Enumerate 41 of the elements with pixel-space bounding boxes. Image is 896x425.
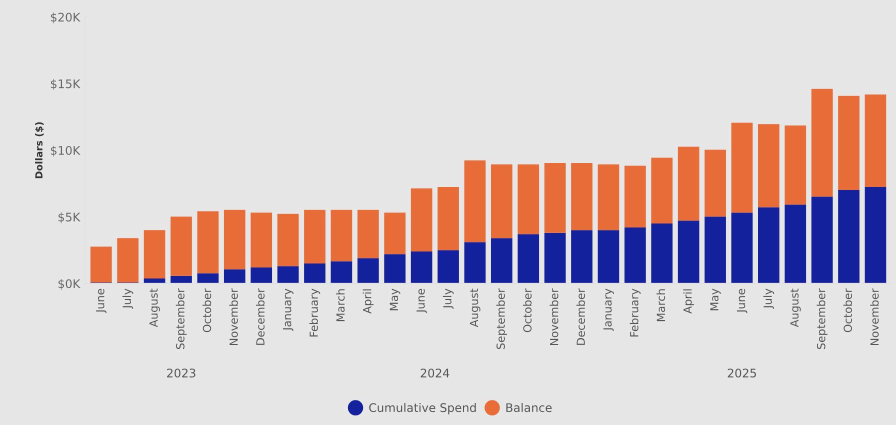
x-tick-label: August [790,288,801,328]
x-tick-label: November [870,288,879,346]
x-tick-label: February [630,288,641,336]
x-tick-label: October [202,288,212,332]
x-tick-label: August [150,288,160,328]
x-tick-label: June [416,288,427,314]
x-tick-label: September [496,288,508,350]
legend-label: Cumulative Spend [369,402,476,414]
x-tick-label: June [96,288,106,314]
x-tick-label: May [710,288,721,310]
y-axis-title: Dollars ($) [35,122,44,178]
text: 2024 [420,368,450,378]
x-tick-label: August [470,288,480,328]
y-tick-label: $20K [50,12,81,24]
text: 2023 [167,368,196,378]
x-tick-label: January [283,288,294,332]
x-tick-label: November [229,288,238,346]
x-tick-label: November [550,288,558,346]
x-tick-label: December [576,288,585,345]
x-tick-label: September [176,288,187,350]
x-tick-label: July [442,288,454,309]
x-tick-label: April [362,289,374,314]
x-tick-label: June [736,288,748,314]
x-tick-label: January [603,288,614,332]
x-tick-label: October [843,288,852,332]
y-tick-label: $5K [58,212,81,224]
x-tick-label: October [522,288,532,332]
x-tick-label: September [816,288,828,350]
x-tick-label: March [336,289,345,322]
x-tick-label: July [122,288,134,309]
y-tick-label: $10K [50,146,81,156]
text: 2025 [728,368,756,378]
legend-label: Balance [506,402,552,412]
x-tick-label: February [309,288,320,336]
x-tick-label: December [256,288,265,345]
x-tick-label: May [390,288,400,310]
x-tick-label: July [763,288,774,309]
x-tick-label: April [683,289,694,314]
y-tick-label: $15K [50,79,81,90]
x-tick-label: March [656,289,666,322]
y-tick-label: $0K [58,278,81,290]
